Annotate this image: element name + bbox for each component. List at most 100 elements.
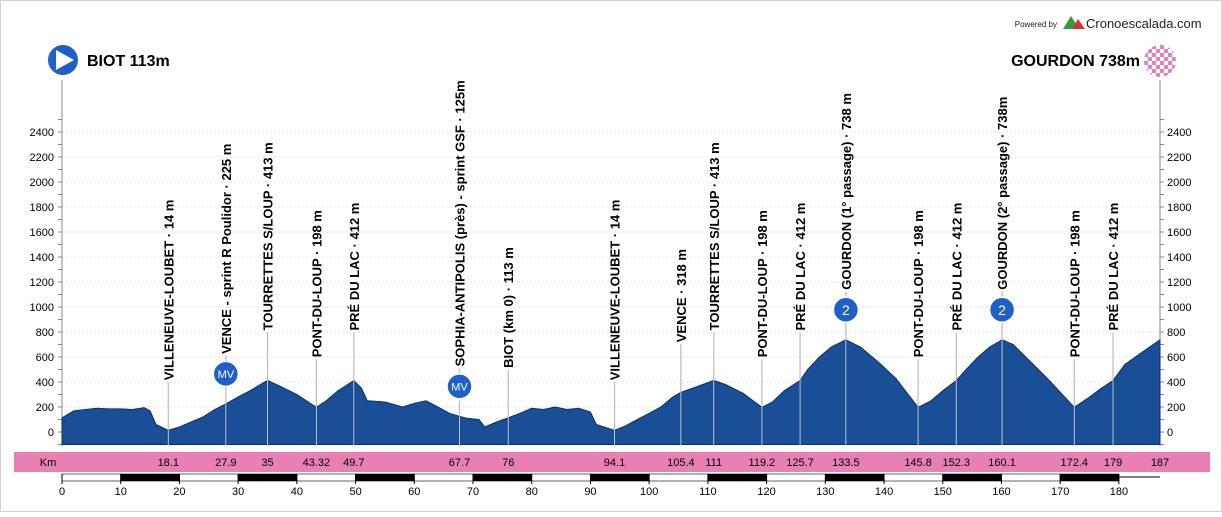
finish-checker <box>1152 65 1156 69</box>
climb-badge-label: 2 <box>998 302 1006 318</box>
km-band-value: 145.8 <box>904 457 932 469</box>
scale-segment <box>61 473 122 482</box>
finish-checker <box>1164 69 1168 73</box>
scale-tick-label: 60 <box>408 486 420 498</box>
finish-checker <box>1172 57 1176 61</box>
scale-segment <box>590 473 650 482</box>
y-tick-label: 2200 <box>1167 152 1191 164</box>
elevation-profile-area <box>61 338 1161 445</box>
scale-segment <box>766 473 826 482</box>
waypoint-label: PRÉ DU LAC · 412 m <box>793 203 808 331</box>
finish-checker <box>1168 57 1172 61</box>
scale-tick-label: 30 <box>232 486 244 498</box>
finish-checker <box>1168 69 1172 73</box>
km-band-value: 179 <box>1104 457 1122 469</box>
finish-checker <box>1148 53 1152 57</box>
climb-badge-label: MV <box>218 369 235 381</box>
finish-checker <box>1160 45 1164 49</box>
waypoint-label: TOURRETTES S/LOUP · 413 m <box>261 142 276 330</box>
scale-segment <box>531 473 591 482</box>
finish-checker <box>1144 57 1148 61</box>
scale-tick-label: 70 <box>467 486 479 498</box>
waypoint-label: VENCE · 318 m <box>674 249 689 342</box>
scale-tick-label: 90 <box>584 486 596 498</box>
scale-tick-label: 160 <box>992 486 1010 498</box>
finish-checker <box>1144 65 1148 69</box>
km-band-value: 119.2 <box>749 457 776 469</box>
finish-checker <box>1152 49 1156 53</box>
waypoint-label: PRÉ DU LAC · 412 m <box>1106 203 1121 331</box>
y-tick-label: 600 <box>36 352 54 364</box>
scale-segment <box>707 473 767 482</box>
y-tick-label: 400 <box>36 377 54 389</box>
finish-checker <box>1164 57 1168 61</box>
finish-label: GOURDON 738m <box>1011 53 1140 70</box>
finish-checker <box>1156 65 1160 69</box>
finish-checker <box>1152 61 1156 65</box>
finish-checker <box>1160 53 1164 57</box>
waypoint-guides: VILLENEUVE-LOUBET · 14 m VENCE - sprint R… <box>161 80 1121 446</box>
finish-checker <box>1148 65 1152 69</box>
scale-tick-label: 140 <box>875 486 893 498</box>
y-tick-label: 2000 <box>1167 177 1191 189</box>
climb-badge-label: MV <box>451 381 468 393</box>
scale-tick-label: 120 <box>757 486 775 498</box>
km-band-value: 76 <box>502 457 514 469</box>
km-band-value: 172.4 <box>1061 457 1089 469</box>
scale-tick-label: 130 <box>816 486 834 498</box>
finish-checker <box>1164 49 1168 53</box>
finish-checker <box>1152 45 1156 49</box>
scale-tick-label: 180 <box>1110 486 1128 498</box>
finish-checker <box>1168 61 1172 65</box>
km-band-values: 18.1 27.9 35 43.32 49.7 67.7 76 94.1 105.4 111 119… <box>158 457 1170 469</box>
finish-checker <box>1164 73 1168 77</box>
waypoint-label: PONT-DU-LOUP · 198 m <box>309 210 324 357</box>
scale-segment <box>355 473 415 482</box>
waypoint-label: PONT-DU-LOUP · 198 m <box>755 210 770 357</box>
km-band-value: 94.1 <box>604 457 625 469</box>
y-tick-label: 800 <box>1167 327 1185 339</box>
scale-tick-label: 170 <box>1051 486 1069 498</box>
finish-checker <box>1168 49 1172 53</box>
scale-segment <box>413 473 474 482</box>
waypoint-label: SOPHIA-ANTIPOLIS (près) - sprint GSF · 1… <box>453 80 468 366</box>
y-tick-label: 1400 <box>1167 252 1191 264</box>
waypoint-label: VILLENEUVE-LOUBET · 14 m <box>608 200 623 381</box>
climb-badge-icon <box>832 296 860 323</box>
y-tick-label: 800 <box>36 327 54 339</box>
finish-checker <box>1144 61 1148 65</box>
scale-segment <box>825 473 885 482</box>
scale-tick-label: 150 <box>934 486 952 498</box>
waypoint-label: VENCE - sprint R Poulidor · 225 m <box>219 144 234 354</box>
y-tick-label: 1200 <box>30 277 54 289</box>
scale-tick-label: 50 <box>349 486 361 498</box>
finish-checker <box>1156 53 1160 57</box>
brand-logo-icon <box>1063 16 1085 29</box>
km-band-value: 187 <box>1151 457 1169 469</box>
finish-checker <box>1152 57 1156 61</box>
start-label: BIOT 113m <box>87 53 170 70</box>
waypoint-label: GOURDON (2° passage) · 738m <box>995 97 1010 290</box>
y-tick-label: 0 <box>1167 427 1173 439</box>
waypoint-label: PRÉ DU LAC · 412 m <box>949 203 964 331</box>
finish-checker <box>1160 73 1164 77</box>
y-tick-label: 2400 <box>1167 127 1191 139</box>
finish-checker <box>1156 61 1160 65</box>
scale-segment <box>179 473 239 482</box>
y-tick-label: 1400 <box>30 252 54 264</box>
waypoint-label: TOURRETTES S/LOUP · 413 m <box>707 142 722 330</box>
km-band-value: 160.1 <box>988 457 1016 469</box>
y-tick-label: 1000 <box>30 302 54 314</box>
finish-checker <box>1160 65 1164 69</box>
finish-checker <box>1152 73 1156 77</box>
km-band-value: 133.5 <box>832 457 860 469</box>
finish-checker <box>1156 69 1160 73</box>
finish-checker <box>1168 65 1172 69</box>
finish-checker <box>1172 65 1176 69</box>
y-tick-label: 2000 <box>30 177 54 189</box>
y-tick-label: 1600 <box>1167 227 1191 239</box>
powered-by-text: Powered by <box>1015 20 1057 29</box>
scale-segment <box>296 473 356 482</box>
